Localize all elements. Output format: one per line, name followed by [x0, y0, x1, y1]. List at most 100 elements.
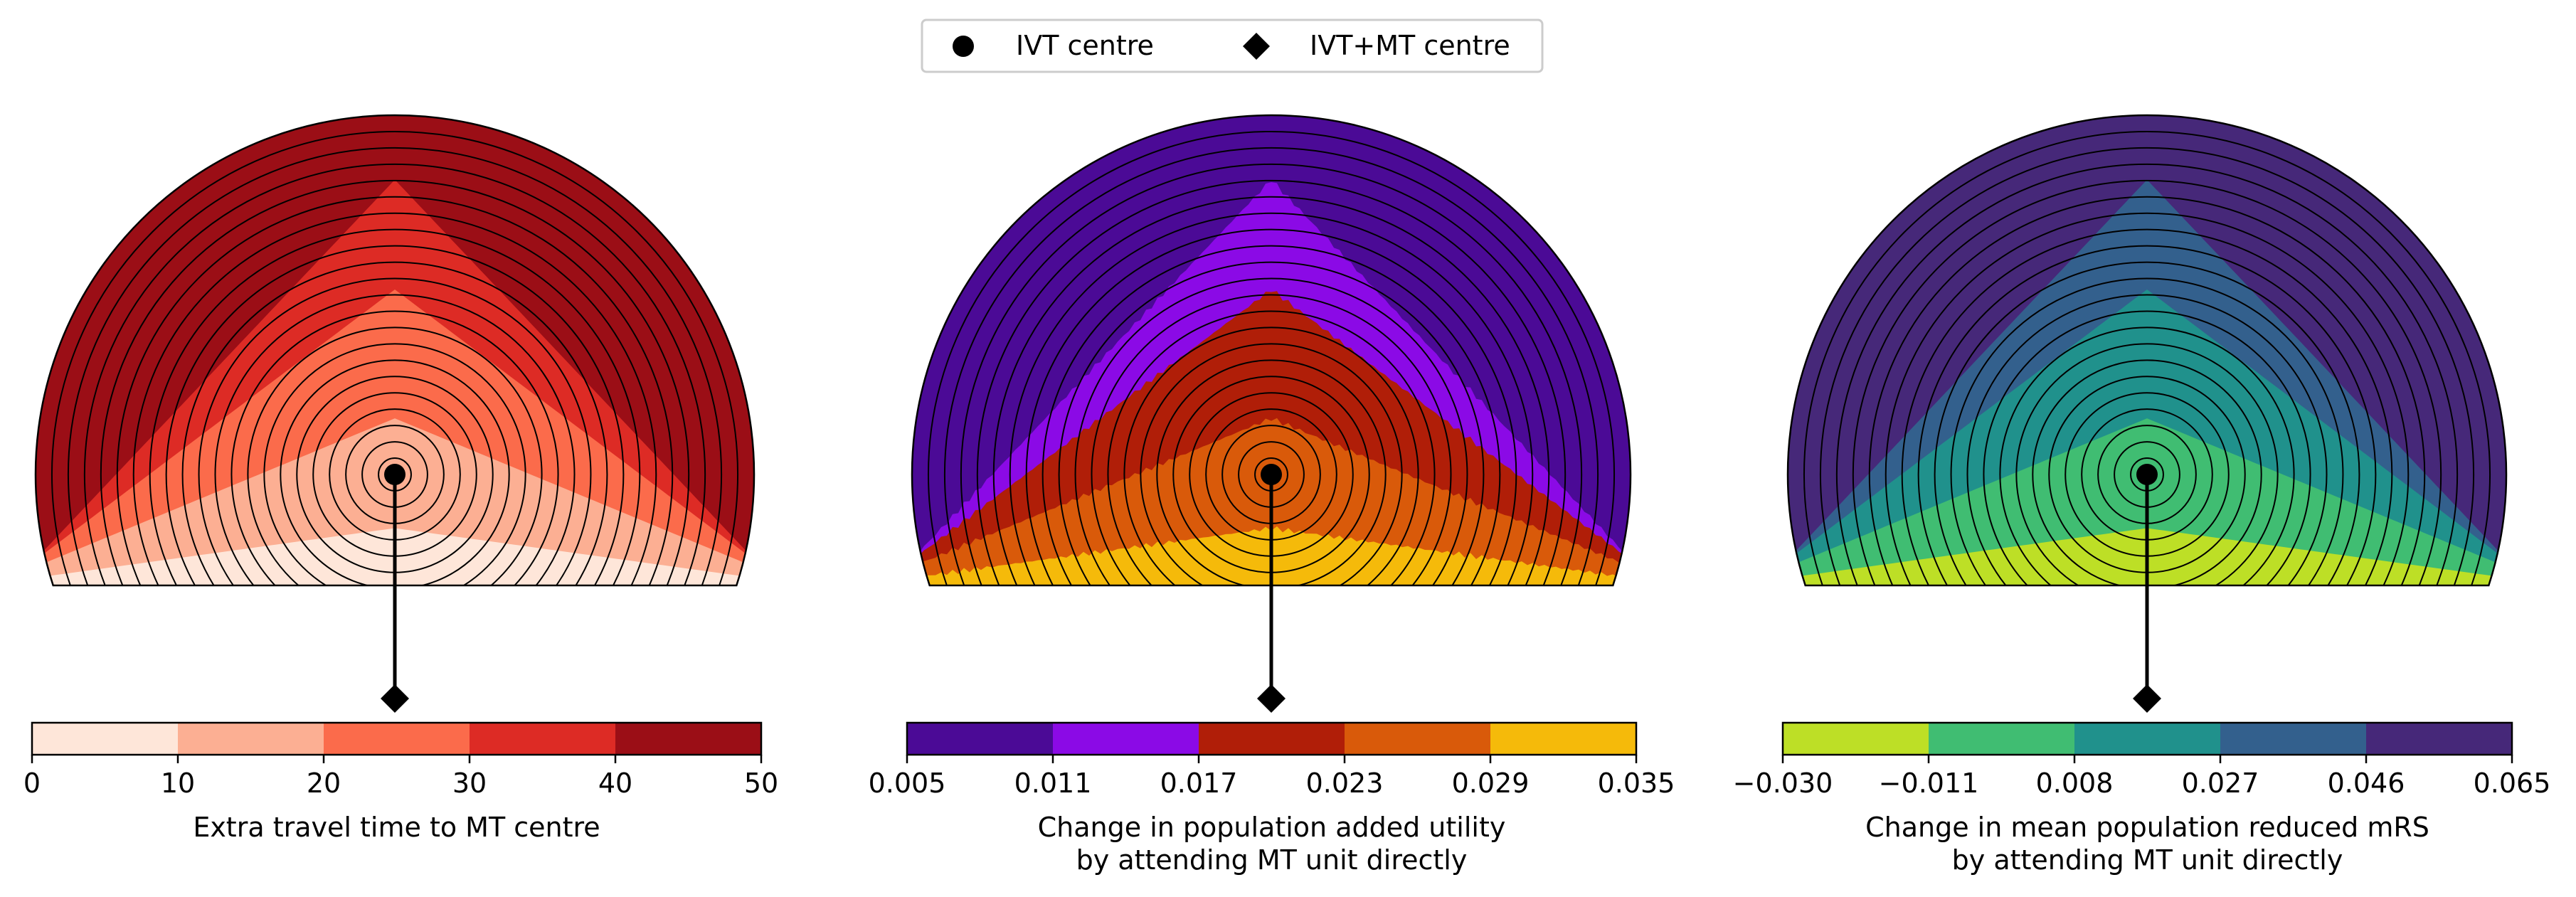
ivt-centre-marker-2 [1261, 464, 1282, 485]
mt-centre-marker-3 [2133, 684, 2161, 713]
colorbar-2-segment-2 [1053, 723, 1199, 755]
colorbar-1-segment-2 [178, 723, 324, 755]
colorbar-3-tick-label-3: 0.008 [2036, 768, 2114, 799]
colorbar-1: 0 10 20 30 40 50 [23, 721, 778, 799]
ring-3-9 [1999, 327, 2295, 585]
ring-3-14 [1917, 245, 2377, 585]
legend: IVT centre IVT+MT centre [921, 18, 1544, 73]
colorbar-1-segment-5 [615, 723, 762, 755]
centre-markers-1 [381, 464, 409, 713]
ivt-centre-marker-3 [2136, 464, 2158, 485]
colorbar-1-segment-1 [32, 723, 179, 755]
colorbar-3-segment-2 [1929, 723, 2075, 755]
legend-mt-label: IVT+MT centre [1310, 30, 1510, 61]
ring-2-18 [976, 179, 1567, 585]
ring-3-13 [1934, 261, 2360, 585]
colorbar-3-tick-label-2: −0.011 [1879, 768, 1979, 799]
colorbar-3-segment-3 [2074, 723, 2221, 755]
colorbar-3-segment-5 [2366, 723, 2513, 755]
colorbar-3-segment-1 [1783, 723, 1929, 755]
ring-3-7 [2032, 359, 2262, 585]
ring-3-16 [1885, 212, 2410, 585]
ring-1-9 [247, 327, 543, 585]
colorbar-2-label-line-2: by attending MT unit directly [1076, 844, 1468, 876]
colorbar-1-segment-3 [324, 723, 470, 755]
ring-3-18 [1852, 179, 2442, 585]
ring-2-12 [1074, 277, 1468, 585]
ring-2-14 [1041, 245, 1501, 585]
map-outline-3 [1786, 114, 2508, 587]
ring-2-8 [1140, 343, 1403, 585]
colorbar-2-tick-label-4: 0.023 [1306, 768, 1384, 799]
ring-2-16 [1009, 212, 1534, 585]
colorbar-2-tick-label-2: 0.011 [1014, 768, 1092, 799]
ring-2-19 [960, 163, 1583, 585]
panel-extra-travel-time: 0 10 20 30 40 50 Extra travel time to MT cent… [23, 114, 778, 843]
colorbar-2-segment-4 [1345, 723, 1491, 755]
ring-1-14 [165, 245, 625, 585]
ring-1-17 [116, 196, 674, 585]
ring-1-8 [263, 343, 526, 585]
legend-ivt-label: IVT centre [1016, 30, 1154, 61]
ring-1-11 [214, 294, 576, 585]
colorbar-1-tick-label-3: 20 [307, 768, 341, 799]
colorbar-3-segment-4 [2220, 723, 2367, 755]
ring-3-12 [1950, 277, 2344, 585]
colorbar-2-tick-label-1: 0.005 [869, 768, 946, 799]
colorbar-2-segment-3 [1199, 723, 1345, 755]
colorbar-2-label-line-1: Change in population added utility [1038, 812, 1506, 843]
ring-1-10 [230, 310, 559, 585]
ring-1-20 [67, 147, 723, 585]
colorbar-1-tick-label-5: 40 [598, 768, 632, 799]
colorbar-3-tick-label-5: 0.046 [2328, 768, 2405, 799]
colorbar-2-tick-label-6: 0.035 [1598, 768, 1675, 799]
colorbar-2-frame [906, 721, 1638, 756]
colorbar-1-tick-label-2: 10 [161, 768, 195, 799]
ring-2-7 [1156, 359, 1387, 585]
ring-1-7 [280, 359, 510, 585]
colorbar-2-segment-5 [1490, 723, 1637, 755]
colorbar-1-tick-label-4: 30 [452, 768, 487, 799]
ring-1-19 [83, 163, 706, 585]
ring-2-15 [1025, 228, 1517, 585]
ring-1-12 [198, 277, 592, 585]
panel-reduced-mrs: −0.030 −0.011 0.008 0.027 0.046 0.065 Change … [1733, 114, 2551, 876]
ring-1-13 [181, 261, 608, 585]
ring-3-17 [1868, 196, 2426, 585]
colorbar-3-tick-label-4: 0.027 [2182, 768, 2259, 799]
ring-3-20 [1819, 147, 2475, 585]
colorbar-3-label-line-2: by attending MT unit directly [1952, 844, 2343, 876]
ring-2-17 [992, 196, 1550, 585]
ring-3-19 [1835, 163, 2459, 585]
colorbar-2: 0.005 0.011 0.017 0.023 0.029 0.035 [869, 721, 1675, 799]
mt-centre-marker-1 [381, 684, 409, 713]
centre-markers-3 [2133, 464, 2161, 713]
colorbar-1-segment-4 [470, 723, 616, 755]
mt-centre-marker-2 [1257, 684, 1286, 713]
ring-3-8 [2015, 343, 2279, 585]
ring-2-21 [927, 130, 1616, 585]
colorbar-1-label-line-1: Extra travel time to MT centre [193, 812, 600, 843]
ring-2-13 [1058, 261, 1485, 585]
legend-mt-marker [1243, 33, 1270, 60]
ring-1-15 [149, 228, 641, 585]
ring-3-11 [1966, 294, 2328, 585]
ring-1-18 [100, 179, 690, 585]
ring-1-21 [51, 130, 739, 585]
ring-2-11 [1091, 294, 1452, 585]
ring-1-16 [132, 212, 657, 585]
colorbar-1-frame [31, 721, 763, 756]
centre-markers-2 [1257, 464, 1286, 713]
colorbar-3-label-line-1: Change in mean population reduced mRS [1865, 812, 2429, 843]
colorbar-2-segment-1 [907, 723, 1054, 755]
ivt-centre-marker-1 [384, 464, 406, 485]
map-outline-2 [911, 114, 1632, 587]
colorbar-3-frame [1781, 721, 2513, 756]
ring-2-10 [1107, 310, 1436, 585]
ring-3-10 [1983, 310, 2311, 585]
legend-ivt-marker [953, 36, 974, 57]
legend-frame [921, 18, 1544, 73]
colorbar-2-tick-label-3: 0.017 [1160, 768, 1238, 799]
ring-3-21 [1803, 130, 2491, 585]
colorbar-3-tick-label-6: 0.065 [2474, 768, 2551, 799]
